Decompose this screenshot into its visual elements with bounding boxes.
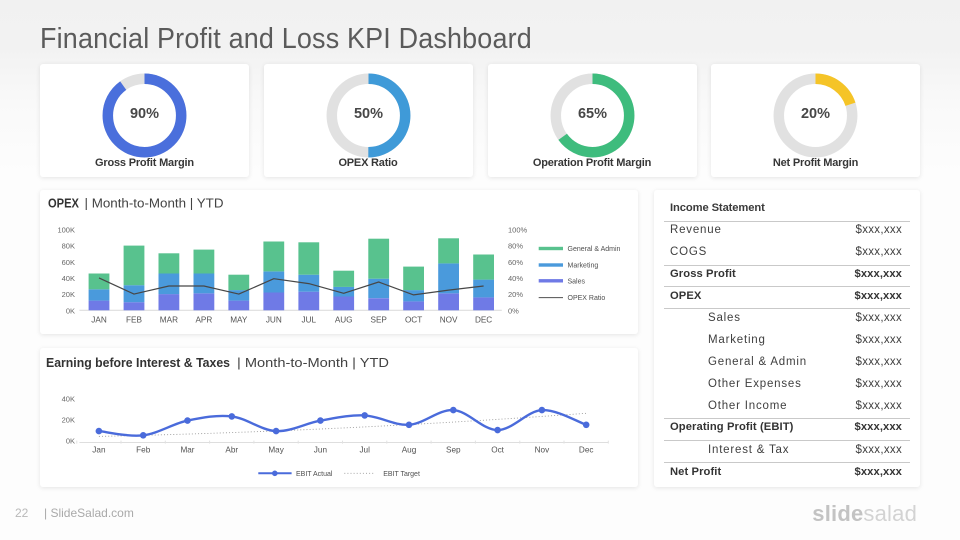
svg-text:Jun: Jun: [314, 446, 328, 455]
svg-text:20K: 20K: [62, 416, 75, 425]
svg-text:Jul: Jul: [359, 446, 370, 455]
svg-text:OCT: OCT: [405, 316, 422, 325]
svg-text:20%: 20%: [801, 106, 830, 122]
svg-text:EBIT Actual: EBIT Actual: [296, 471, 333, 478]
svg-text:JUN: JUN: [266, 316, 282, 325]
svg-text:Jan: Jan: [92, 446, 106, 455]
svg-text:Sales: Sales: [568, 278, 586, 285]
svg-text:Nov: Nov: [535, 446, 550, 455]
svg-text:100%: 100%: [508, 225, 528, 234]
svg-text:JUL: JUL: [302, 316, 317, 325]
svg-text:Aug: Aug: [402, 446, 417, 455]
svg-text:AUG: AUG: [335, 316, 353, 325]
svg-text:EBIT Target: EBIT Target: [383, 471, 420, 478]
svg-text:40K: 40K: [62, 395, 75, 404]
svg-text:0K: 0K: [66, 306, 75, 315]
svg-text:FEB: FEB: [126, 316, 142, 325]
svg-text:0%: 0%: [508, 306, 519, 315]
svg-text:OPEX Ratio: OPEX Ratio: [568, 295, 606, 302]
svg-text:Marketing: Marketing: [568, 263, 599, 270]
svg-text:40K: 40K: [62, 274, 75, 283]
svg-text:MAR: MAR: [160, 316, 178, 325]
svg-text:100K: 100K: [57, 225, 75, 234]
svg-text:60K: 60K: [62, 258, 75, 267]
svg-text:50%: 50%: [353, 106, 382, 122]
svg-text:Dec: Dec: [579, 446, 594, 455]
svg-text:20%: 20%: [508, 290, 523, 299]
svg-text:May: May: [268, 446, 284, 455]
svg-text:SEP: SEP: [371, 316, 388, 325]
svg-text:APR: APR: [195, 316, 212, 325]
svg-text:MAY: MAY: [230, 316, 248, 325]
svg-text:Mar: Mar: [180, 446, 194, 455]
svg-text:40%: 40%: [508, 274, 523, 283]
svg-text:Feb: Feb: [136, 446, 151, 455]
svg-text:JAN: JAN: [91, 316, 107, 325]
svg-text:DEC: DEC: [475, 316, 492, 325]
svg-text:NOV: NOV: [440, 316, 458, 325]
svg-text:General & Admin: General & Admin: [568, 246, 621, 253]
svg-text:60%: 60%: [508, 258, 523, 267]
svg-text:80K: 80K: [62, 242, 75, 251]
svg-text:Sep: Sep: [446, 446, 461, 455]
svg-text:Earning before Interest & Taxe: Earning before Interest & Taxes: [46, 355, 230, 370]
svg-text:20K: 20K: [62, 290, 75, 299]
svg-text:65%: 65%: [577, 106, 606, 122]
svg-text:Abr: Abr: [225, 446, 238, 455]
svg-text:0K: 0K: [66, 437, 75, 446]
svg-text:90%: 90%: [130, 106, 159, 122]
svg-text:80%: 80%: [508, 242, 523, 251]
svg-text:| Month-to-Month | YTD: | Month-to-Month | YTD: [85, 196, 224, 211]
svg-text:Oct: Oct: [491, 446, 504, 455]
svg-text:OPEX: OPEX: [48, 196, 79, 211]
svg-text:| Month-to-Month | YTD: | Month-to-Month | YTD: [237, 355, 389, 370]
